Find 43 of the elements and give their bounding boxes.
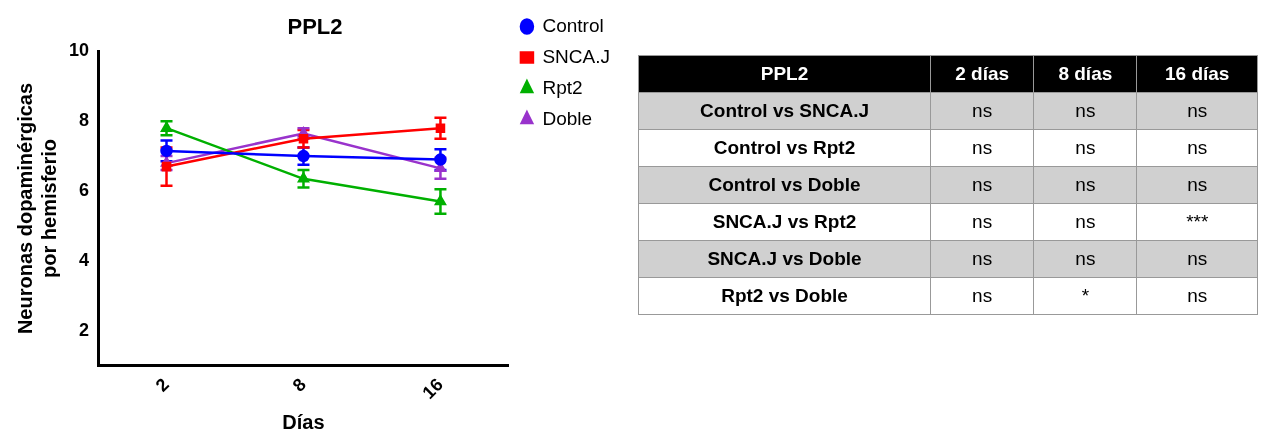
text: ns — [1136, 277, 1258, 315]
legend-label: SNCA.J — [542, 45, 611, 67]
text: ns — [930, 240, 1034, 278]
x-tick-label: 2 — [151, 374, 173, 396]
text: *** — [1136, 203, 1258, 241]
text: ns — [1136, 129, 1258, 167]
text: ns — [930, 277, 1034, 315]
y-tick-label: 10 — [68, 40, 90, 61]
text: SNCA.J vs Rpt2 — [638, 203, 931, 241]
text: Control vs Rpt2 — [638, 129, 931, 167]
text: ns — [930, 166, 1034, 204]
x-axis-title: Días — [282, 410, 325, 433]
text: Control vs SNCA.J — [638, 92, 931, 130]
text: Control vs Doble — [638, 166, 931, 204]
chart-title: PPL2 — [287, 14, 343, 40]
text: SNCA.J vs Doble — [638, 240, 931, 278]
y-tick-label: 4 — [79, 249, 90, 270]
text: * — [1033, 277, 1137, 315]
text: 16 días — [1136, 55, 1258, 93]
y-axis-title: Neuronas dopaminérgicas por hemisferio — [13, 82, 60, 335]
text: ns — [1033, 129, 1137, 167]
legend-label: Doble — [542, 107, 593, 129]
text: ns — [1136, 92, 1258, 130]
text: ns — [1136, 166, 1258, 204]
text: PPL2 — [638, 55, 931, 93]
text: ns — [1136, 240, 1258, 278]
text: ns — [930, 203, 1034, 241]
text: ns — [1033, 203, 1137, 241]
text: ns — [1033, 92, 1137, 130]
legend-label: Rpt2 — [542, 76, 583, 98]
text: ns — [930, 129, 1034, 167]
text: 8 días — [1033, 55, 1137, 93]
text: Rpt2 vs Doble — [638, 277, 931, 315]
text: ns — [1033, 240, 1137, 278]
y-tick-label: 6 — [79, 180, 90, 200]
text: ns — [1033, 166, 1137, 204]
x-tick-label: 16 — [418, 374, 447, 403]
y-tick-label: 8 — [79, 110, 90, 131]
text: 2 días — [930, 55, 1034, 93]
text: ns — [930, 92, 1034, 130]
y-tick-label: 2 — [79, 319, 90, 340]
legend-label: Control — [542, 14, 604, 36]
x-tick-label: 8 — [288, 374, 310, 396]
